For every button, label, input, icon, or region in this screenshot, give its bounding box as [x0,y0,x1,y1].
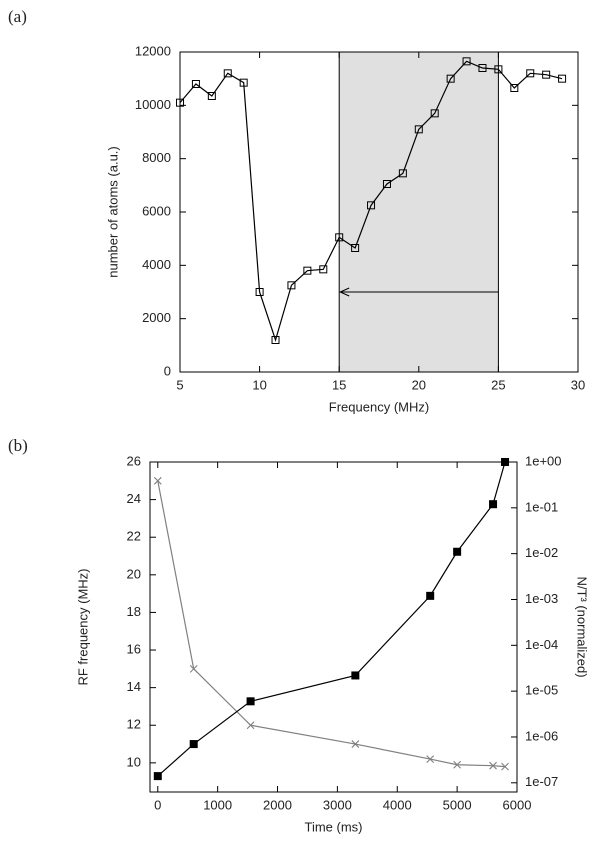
x-tick-label: 10 [252,377,266,392]
marker-x [189,664,198,673]
marker-x [489,761,497,770]
y-axis-label: number of atoms (a.u.) [105,146,120,278]
marker-square [246,697,255,706]
marker-square [426,591,435,600]
marker-square [223,69,232,78]
x-axis-label: Frequency (MHz) [329,399,429,414]
marker-square [351,244,360,252]
marker-square [287,281,296,290]
x-tick-label: 6000 [503,797,532,812]
marker-square [367,201,376,210]
y-tick-label: 12000 [135,43,171,58]
y2-tick-label: 1e+00 [525,453,562,468]
plot-frame [149,461,518,793]
y2-tick-label: 1e-04 [525,637,558,652]
marker-square [478,64,487,72]
marker-x [153,476,162,485]
x-axis-label: Time (ms) [304,819,362,834]
marker-square [319,265,328,274]
x-tick-label: 15 [332,377,346,392]
arrow-head [338,287,350,297]
y-tick-label: 26 [127,453,141,468]
y-tick-label: 0 [164,363,171,378]
marker-square [303,266,312,275]
series-line [157,461,506,777]
marker-square [453,547,462,556]
marker-square [414,125,423,134]
marker-x [501,762,509,771]
marker-square [207,92,216,100]
marker-square [398,169,407,178]
marker-square [526,69,535,78]
y2-axis-label: N/T³ (normalized) [575,576,590,677]
marker-square [335,233,344,242]
x-tick-label: 2000 [263,797,292,812]
marker-square [430,109,439,118]
y-tick-label: 12 [127,717,141,732]
marker-square [153,772,162,781]
marker-square [558,74,567,83]
marker-square [489,500,498,509]
marker-x [453,760,462,769]
marker-x [351,740,360,748]
series-line [157,480,506,768]
y-tick-label: 8000 [142,150,171,165]
marker-x [246,721,255,730]
y-tick-label: 18 [127,604,141,619]
y2-tick-label: 1e-06 [525,728,558,743]
x-tick-label: 5000 [443,797,472,812]
y-tick-label: 20 [127,566,141,581]
x-tick-label: 20 [412,377,426,392]
y-tick-label: 24 [127,491,141,506]
x-tick-label: 3000 [323,797,352,812]
series-line [180,60,563,343]
marker-square [271,336,280,344]
y-tick-label: 10000 [135,97,171,112]
x-tick-label: 4000 [383,797,412,812]
y-tick-label: 2000 [142,310,171,325]
marker-x [426,755,435,763]
panel-label: (b) [8,436,28,455]
marker-square [189,740,198,749]
x-tick-label: 30 [571,377,585,392]
marker-square [542,70,551,79]
highlight-band [338,51,499,373]
marker-square [494,65,503,74]
marker-square [239,78,248,87]
marker-square [176,98,184,107]
y-axis-label: RF frequency (MHz) [75,568,90,685]
x-tick-label: 0 [154,797,161,812]
y2-tick-label: 1e-02 [525,545,558,560]
x-tick-label: 25 [491,377,505,392]
marker-square [382,180,391,188]
y-tick-label: 16 [127,641,141,656]
marker-square [255,288,264,296]
y2-tick-label: 1e-03 [525,591,558,606]
y-tick-label: 10 [127,754,141,769]
marker-square [510,84,519,92]
marker-square [501,458,510,466]
y2-tick-label: 1e-05 [525,683,558,698]
marker-square [462,57,471,66]
y2-tick-label: 1e-07 [525,774,558,789]
y-tick-label: 14 [127,679,141,694]
y-tick-label: 22 [127,529,141,544]
panel-label: (a) [8,7,27,26]
marker-square [191,80,200,88]
y2-tick-label: 1e-01 [525,499,558,514]
y-tick-label: 6000 [142,203,171,218]
marker-square [351,671,360,680]
x-tick-label: 1000 [203,797,232,812]
marker-square [446,74,455,83]
x-tick-label: 5 [176,377,183,392]
y-tick-label: 4000 [142,257,171,272]
